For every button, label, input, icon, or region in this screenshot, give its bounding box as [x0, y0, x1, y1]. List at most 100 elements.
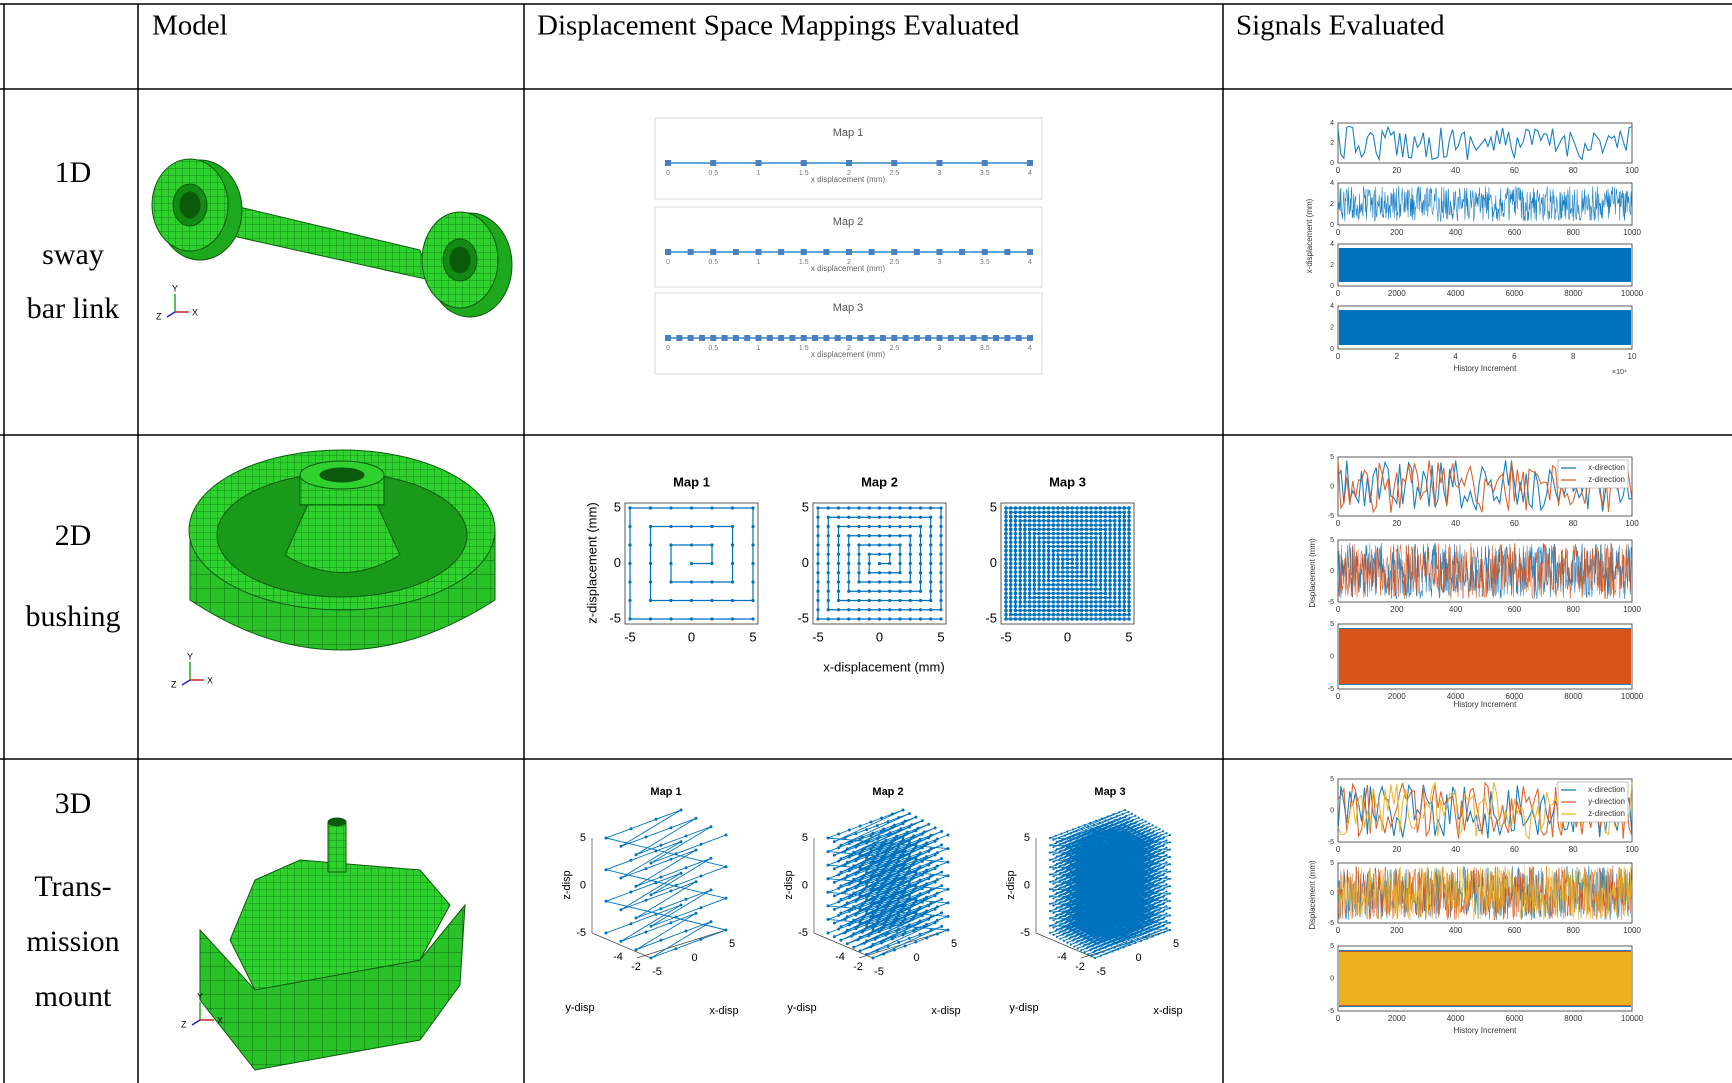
- map-point: [1028, 617, 1032, 621]
- map-point: [1066, 515, 1070, 519]
- map-point: [1033, 519, 1037, 523]
- map-point: [882, 923, 885, 926]
- map-point: [1099, 519, 1103, 523]
- map-point: [1052, 570, 1056, 574]
- map-point: [857, 580, 860, 583]
- map-point: [1127, 592, 1131, 596]
- map-point: [816, 516, 819, 519]
- map-point: [1108, 600, 1112, 604]
- map-point: [1165, 883, 1167, 885]
- map-point: [1122, 549, 1126, 553]
- map-point: [1080, 566, 1084, 570]
- map-point: [1009, 583, 1013, 587]
- map-point: [1115, 841, 1117, 843]
- map-point: [909, 599, 912, 602]
- map-point: [1018, 532, 1022, 536]
- map-point: [1018, 583, 1022, 587]
- tick-label: -5: [797, 610, 809, 625]
- map-point: [889, 926, 892, 929]
- map-point: [852, 932, 855, 935]
- map-point: [620, 940, 623, 943]
- tick-label: 2.5: [889, 170, 899, 177]
- map-point: [872, 957, 875, 960]
- map-point: [1157, 867, 1159, 869]
- map-point: [929, 516, 932, 519]
- map-point: [1094, 913, 1096, 915]
- map-point: [1085, 830, 1087, 832]
- map-point: [1033, 583, 1037, 587]
- map-point: [1131, 852, 1133, 854]
- map-point: [1137, 879, 1139, 881]
- map-point: [1080, 891, 1082, 893]
- map-point: [675, 852, 678, 855]
- map-point: [1114, 851, 1116, 853]
- tick-label: 3.5: [980, 259, 990, 266]
- map-point: [1092, 850, 1094, 852]
- map-point: [1125, 815, 1127, 817]
- map-point: [1066, 847, 1068, 849]
- map-point: [939, 608, 942, 611]
- map-point: [1037, 549, 1041, 553]
- triad-label: Z: [171, 679, 177, 689]
- map-point: [1154, 924, 1156, 926]
- map-point: [880, 817, 883, 820]
- map-point: [1111, 885, 1113, 887]
- map-point: [857, 525, 860, 528]
- map-point: [1047, 562, 1051, 566]
- map-point: [1094, 528, 1098, 532]
- map-point: [1165, 839, 1167, 841]
- map-point: [910, 850, 913, 853]
- map-point: [863, 928, 866, 931]
- map-point: [1009, 515, 1013, 519]
- map-point: [891, 840, 894, 843]
- map-point: [1037, 545, 1041, 549]
- map-point: [1118, 811, 1120, 813]
- map-point: [1111, 855, 1113, 857]
- map-point: [982, 160, 988, 166]
- map-point: [1142, 921, 1144, 923]
- map-point: [1105, 894, 1107, 896]
- map-point: [665, 335, 671, 341]
- map-point: [1063, 896, 1065, 898]
- tick-label: 2.5: [889, 259, 899, 266]
- map-point: [1066, 609, 1070, 613]
- map-point: [904, 860, 907, 863]
- map-point: [1089, 510, 1093, 514]
- map-point: [1169, 841, 1171, 843]
- map-point: [861, 863, 864, 866]
- map-point: [936, 919, 939, 922]
- map-point: [859, 936, 862, 939]
- map-point: [936, 933, 939, 936]
- map-point: [959, 335, 965, 341]
- map-point: [1077, 867, 1079, 869]
- map-point: [1089, 549, 1093, 553]
- map-point: [1086, 836, 1088, 838]
- tick-label: 6: [1512, 352, 1517, 361]
- map-point: [1108, 540, 1112, 544]
- map-point: [1073, 902, 1075, 904]
- map-point: [1037, 562, 1041, 566]
- map-point: [1146, 843, 1148, 845]
- map-point: [1099, 596, 1103, 600]
- map-point: [887, 850, 890, 853]
- map-point: [914, 856, 917, 859]
- map-point: [929, 902, 932, 905]
- map-point: [1023, 570, 1027, 574]
- map-point: [1113, 519, 1117, 523]
- map-point: [1087, 880, 1089, 882]
- map-point: [1096, 931, 1098, 933]
- axis-label: x displacement (mm): [811, 264, 886, 273]
- map-point: [1049, 888, 1051, 890]
- map-point: [1061, 545, 1065, 549]
- map-point: [1123, 835, 1125, 837]
- map-point: [1061, 549, 1065, 553]
- map-point: [1103, 846, 1105, 848]
- map-point: [927, 836, 930, 839]
- map-point: [1037, 553, 1041, 557]
- map-point: [1087, 858, 1089, 860]
- map-point: [789, 335, 795, 341]
- map-point: [1089, 545, 1093, 549]
- tick-label: 0: [1330, 807, 1334, 814]
- map-point: [1105, 858, 1107, 860]
- map-point: [1080, 883, 1082, 885]
